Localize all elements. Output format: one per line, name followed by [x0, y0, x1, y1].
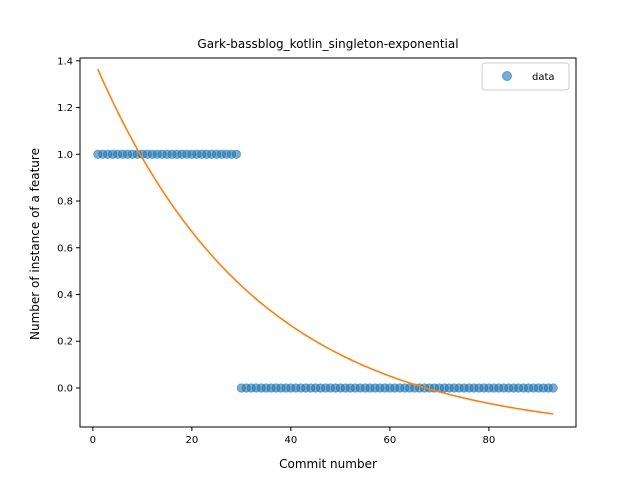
legend: data: [481, 62, 570, 91]
x-tick-label: 80: [483, 435, 496, 446]
chart-title: Gark-bassblog_kotlin_singleton-exponenti…: [197, 37, 458, 51]
x-tick-label: 20: [186, 435, 199, 446]
y-tick-label: 0.8: [57, 197, 73, 208]
legend-marker-data: [502, 71, 512, 81]
x-axis-ticks: 0 20 40 60 80: [90, 427, 496, 446]
x-tick-label: 60: [384, 435, 397, 446]
y-axis-ticks: 0.0 0.2 0.4 0.6 0.8 1.0 1.2 1.4: [57, 56, 80, 394]
x-axis-title: Commit number: [279, 457, 377, 471]
data-point: [231, 149, 242, 159]
data-point: [548, 383, 558, 393]
y-tick-label: 1.2: [57, 103, 73, 114]
y-tick-label: 0.6: [57, 243, 73, 254]
fit-line: [97, 68, 554, 415]
plot-area: [93, 68, 558, 415]
y-tick-label: 1.0: [57, 150, 73, 161]
y-tick-label: 0.0: [57, 383, 73, 394]
y-tick-label: 0.4: [57, 290, 73, 301]
x-tick-label: 40: [285, 435, 298, 446]
legend-label-data: data: [532, 72, 555, 83]
y-tick-label: 0.2: [57, 337, 73, 348]
y-tick-label: 1.4: [57, 56, 73, 67]
legend-box: [481, 62, 570, 91]
y-axis-title: Number of instance of a feature: [28, 148, 42, 340]
x-tick-label: 0: [90, 435, 96, 446]
plot-frame: [79, 57, 577, 428]
